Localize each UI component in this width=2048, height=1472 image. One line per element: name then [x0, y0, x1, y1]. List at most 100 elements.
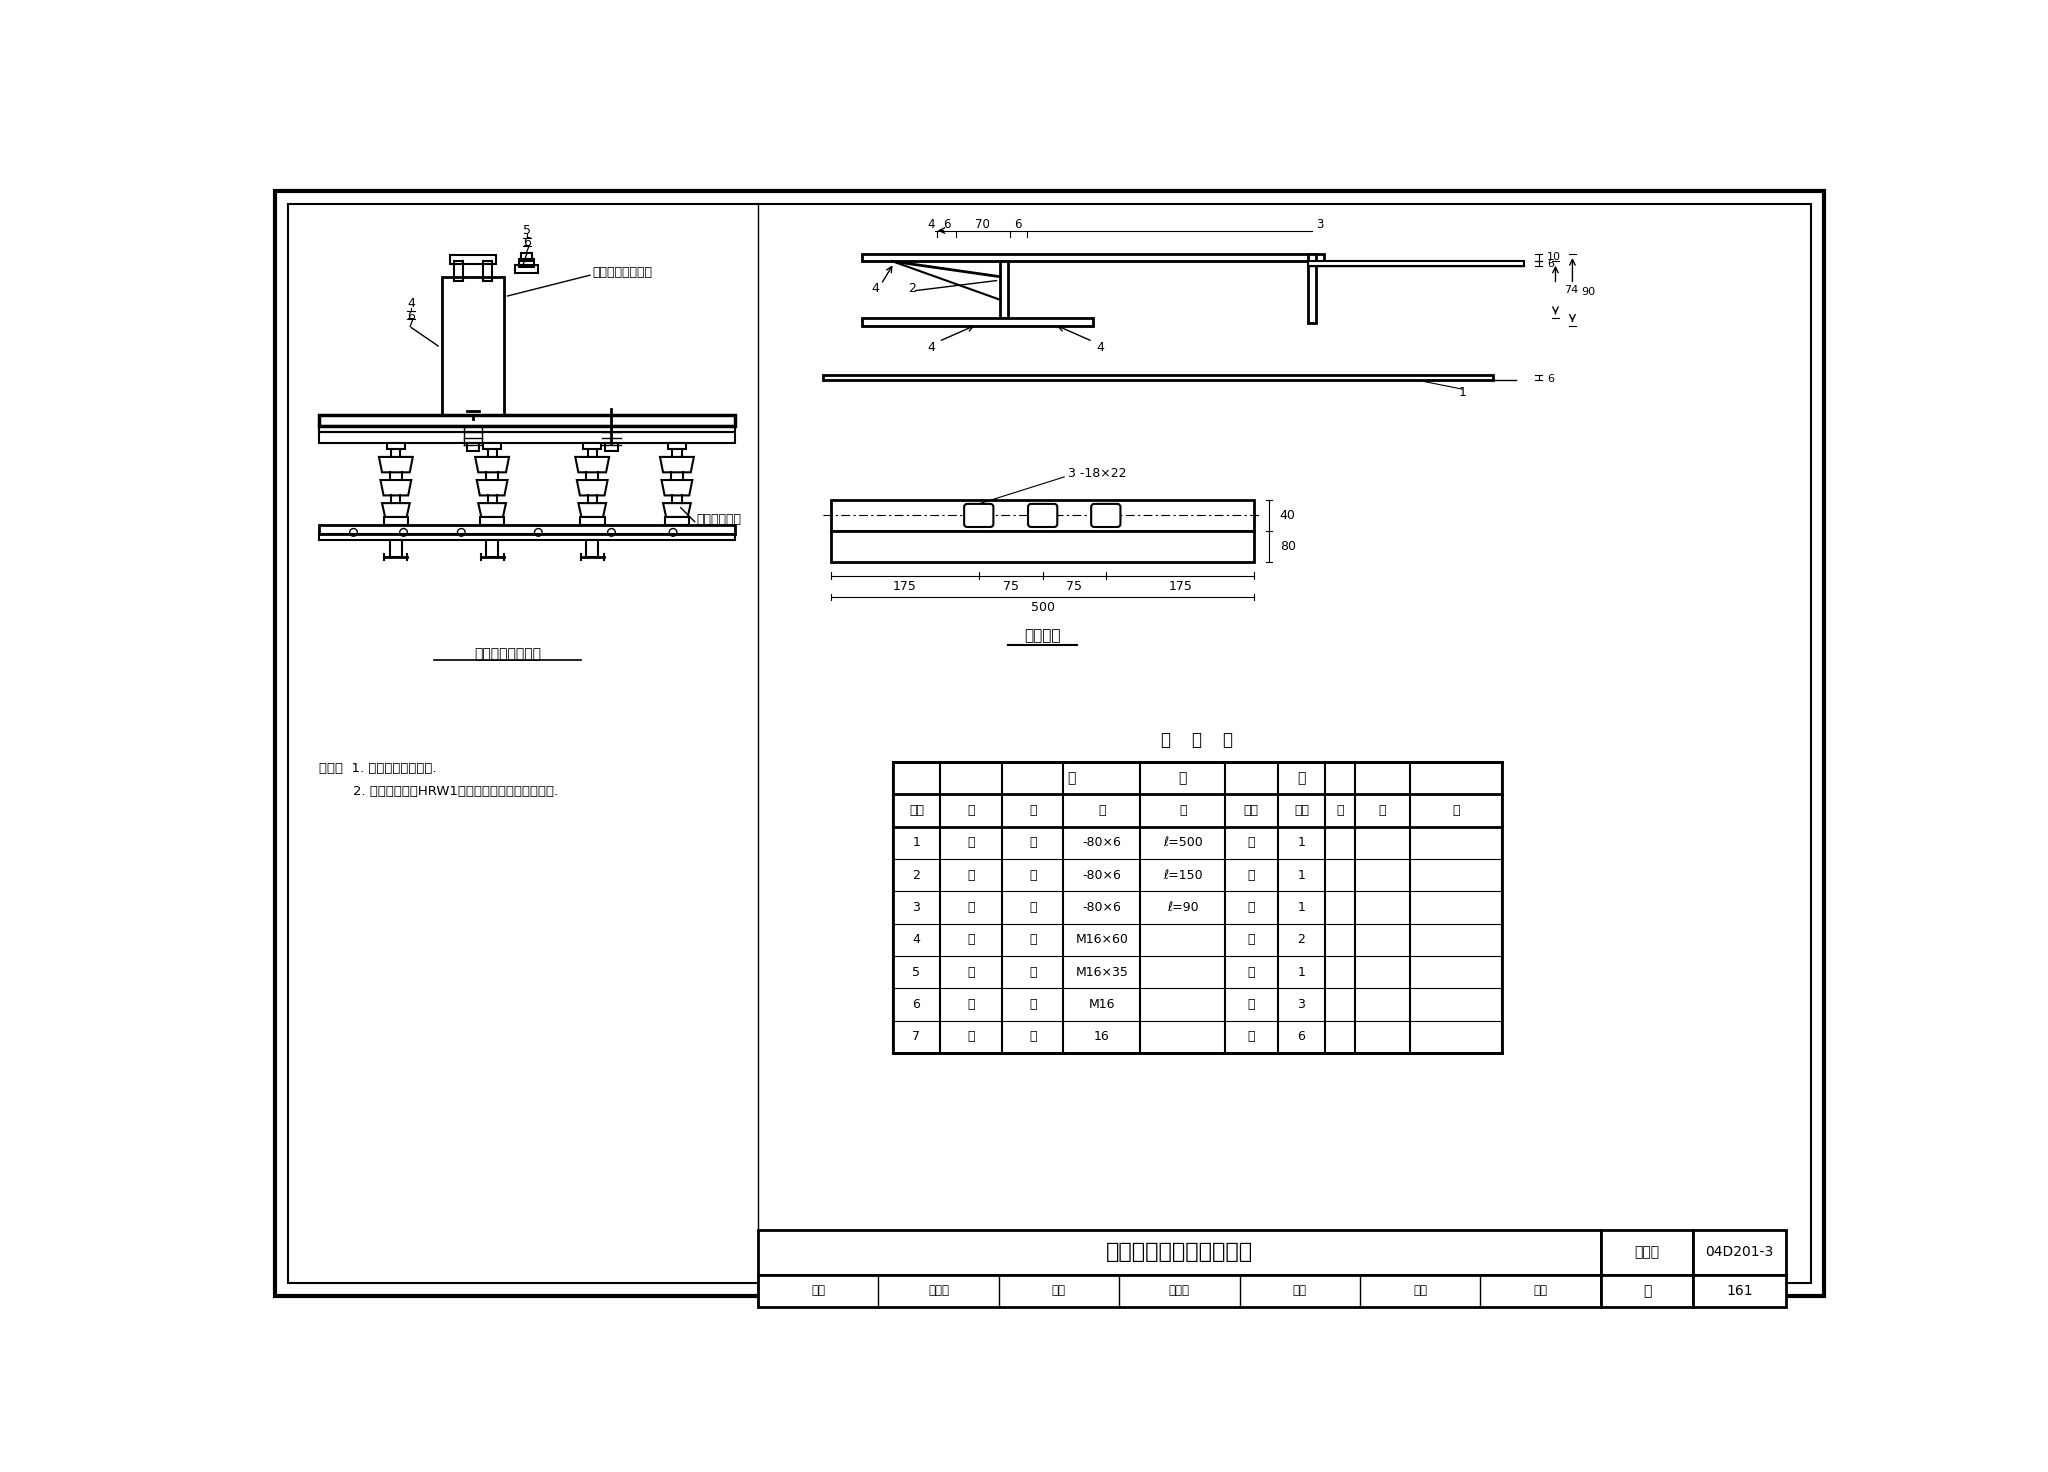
Bar [823, 375, 1493, 380]
Text: 格: 格 [1180, 804, 1186, 817]
Bar [319, 534, 735, 540]
Text: 6: 6 [408, 309, 416, 322]
Text: 7: 7 [408, 316, 416, 330]
Text: 钢: 钢 [1028, 901, 1036, 914]
Bar [319, 433, 735, 443]
Bar [467, 443, 479, 450]
Text: 4: 4 [913, 933, 920, 946]
Bar [862, 253, 1323, 262]
Bar [580, 517, 604, 524]
Text: 数量: 数量 [1294, 804, 1309, 817]
Text: 低压刀熔开关安装（一）: 低压刀熔开关安装（一） [1106, 1242, 1253, 1263]
Text: 栓: 栓 [1028, 966, 1036, 979]
Text: 螺: 螺 [967, 998, 975, 1011]
Bar [483, 443, 502, 449]
Text: 固定支架: 固定支架 [1024, 629, 1061, 643]
Text: 个: 个 [1247, 1030, 1255, 1044]
Bar [319, 415, 735, 425]
Text: 6: 6 [1298, 1030, 1305, 1044]
Bar [1602, 1275, 1694, 1307]
Text: 1: 1 [913, 836, 920, 849]
Text: 材    料    表: 材 料 表 [1161, 732, 1233, 749]
Text: 3 -18×22: 3 -18×22 [1069, 467, 1126, 480]
Text: 审核: 审核 [811, 1285, 825, 1297]
Text: 扁: 扁 [967, 868, 975, 882]
Text: 吴他兴: 吴他兴 [928, 1285, 948, 1297]
Text: 附注：  1. 固定角钢应热镀锌.: 附注： 1. 固定角钢应热镀锌. [319, 762, 436, 774]
Bar [1309, 262, 1524, 266]
Bar [606, 443, 618, 450]
Text: 母: 母 [1028, 998, 1036, 1011]
Text: 5: 5 [913, 966, 920, 979]
Text: 4: 4 [408, 297, 416, 311]
Bar [389, 540, 401, 556]
Text: 扁: 扁 [967, 901, 975, 914]
Text: 4: 4 [928, 342, 936, 355]
Bar [1309, 253, 1317, 322]
Text: 7: 7 [522, 244, 530, 258]
Bar [383, 517, 408, 524]
Bar [387, 443, 406, 449]
Text: ℓ=90: ℓ=90 [1167, 901, 1198, 914]
Text: 2: 2 [907, 281, 915, 294]
Text: 6: 6 [1014, 218, 1022, 231]
Text: 扁: 扁 [967, 836, 975, 849]
Bar [862, 318, 1094, 325]
Bar [668, 443, 686, 449]
Text: M16×60: M16×60 [1075, 933, 1128, 946]
Text: 称: 称 [1028, 804, 1036, 817]
Bar [483, 262, 492, 281]
Text: 6: 6 [522, 237, 530, 249]
Bar [1694, 1231, 1786, 1275]
Text: 设计: 设计 [1292, 1285, 1307, 1297]
Text: 页: 页 [1335, 804, 1343, 817]
Text: 1: 1 [1298, 836, 1305, 849]
Bar [485, 540, 498, 556]
Text: 栓: 栓 [1028, 933, 1036, 946]
Text: 材: 材 [1067, 771, 1075, 785]
Text: 10: 10 [1546, 253, 1561, 262]
Text: 寻小华: 寻小华 [1169, 1285, 1190, 1297]
Text: 低压刀熔开关安装: 低压刀熔开关安装 [473, 648, 541, 661]
Text: 建树: 建树 [1534, 1285, 1548, 1297]
Bar [453, 262, 463, 281]
Text: 低压刀熔开关: 低压刀熔开关 [696, 512, 741, 526]
Text: 个: 个 [1247, 966, 1255, 979]
Text: 4: 4 [872, 281, 879, 294]
Text: 螺: 螺 [967, 966, 975, 979]
Text: 6: 6 [913, 998, 920, 1011]
Bar [516, 265, 539, 272]
Text: -80×6: -80×6 [1083, 836, 1122, 849]
Text: 40: 40 [1280, 509, 1296, 523]
Text: 单位: 单位 [1243, 804, 1260, 817]
FancyBboxPatch shape [965, 503, 993, 527]
Bar [666, 517, 690, 524]
Text: 规: 规 [1098, 804, 1106, 817]
Text: 6: 6 [1546, 374, 1554, 384]
Text: 80: 80 [1280, 540, 1296, 553]
Text: 1: 1 [1458, 386, 1466, 399]
Text: 6: 6 [942, 218, 950, 231]
Text: 75: 75 [1004, 580, 1018, 593]
Bar [1602, 1231, 1694, 1275]
Text: 个: 个 [1247, 933, 1255, 946]
Text: 175: 175 [1167, 580, 1192, 593]
Text: 页: 页 [1642, 1284, 1651, 1298]
Text: 校对: 校对 [1053, 1285, 1065, 1297]
Text: 螺: 螺 [967, 933, 975, 946]
Bar [479, 517, 504, 524]
Text: 4: 4 [1096, 342, 1104, 355]
Bar [831, 500, 1255, 531]
Text: -80×6: -80×6 [1083, 868, 1122, 882]
Text: 1: 1 [1298, 966, 1305, 979]
Bar [586, 540, 598, 556]
Text: 备: 备 [1378, 804, 1386, 817]
Bar [518, 259, 535, 266]
Text: M16×35: M16×35 [1075, 966, 1128, 979]
Text: 500: 500 [1030, 602, 1055, 614]
Bar [1694, 1275, 1786, 1307]
Bar [319, 425, 735, 433]
Text: 175: 175 [893, 580, 918, 593]
Text: 根: 根 [1247, 901, 1255, 914]
Text: 74: 74 [1565, 284, 1579, 294]
